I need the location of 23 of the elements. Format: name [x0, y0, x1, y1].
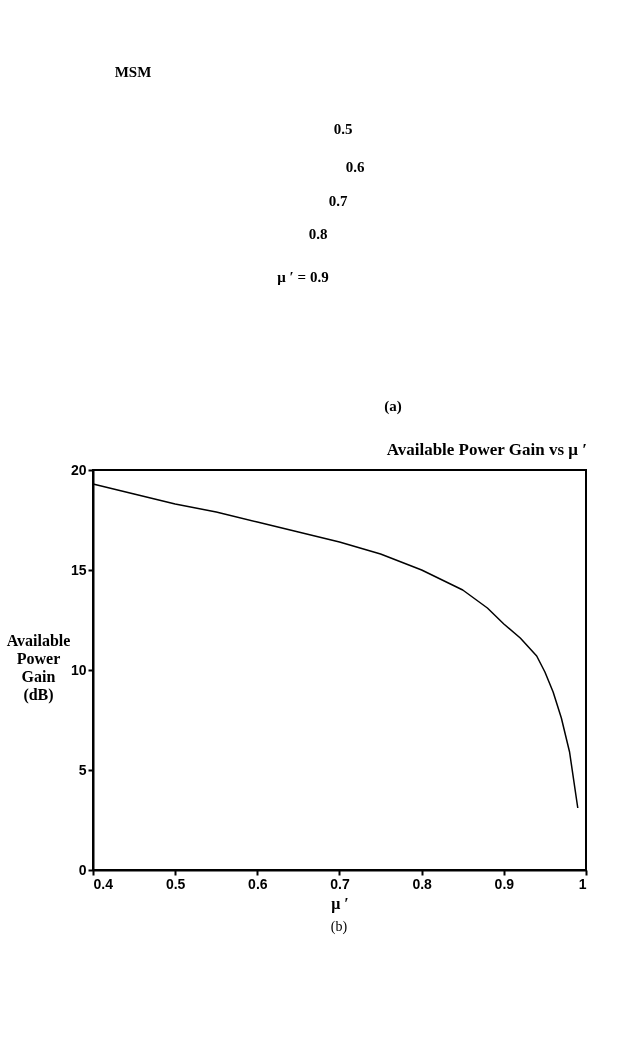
text: MSM — [114, 63, 152, 80]
x-tick-label: 0.6 — [248, 875, 268, 892]
y-tick-label: 10 — [70, 661, 87, 678]
y-tick-label: 0 — [78, 861, 87, 878]
y-tick-label: 20 — [70, 461, 87, 478]
x-tick-label: 0.7 — [330, 875, 350, 892]
y-tick-label: 5 — [78, 761, 87, 778]
x-tick-label: 0.5 — [165, 875, 186, 892]
y-axis-title: Available Power Gain (dB) — [6, 631, 71, 704]
x-axis-title: μ ′ — [331, 894, 349, 913]
x-tick-label: 1 — [578, 875, 587, 892]
text: μ ′ = 0.9 — [277, 269, 329, 286]
chart-title: Available Power Gain vs μ ′ — [386, 440, 587, 459]
text: 0.5 — [333, 121, 353, 138]
text: 0.8 — [308, 226, 328, 243]
x-tick-label: 0.9 — [494, 875, 515, 892]
text: (b) — [330, 919, 348, 935]
y-tick-label: 15 — [70, 561, 87, 578]
x-tick-label: 0.4 — [93, 875, 114, 892]
x-tick-label: 0.8 — [412, 875, 433, 892]
text: 0.6 — [345, 159, 365, 176]
text: (a) — [384, 397, 402, 415]
text: 0.7 — [328, 192, 348, 209]
